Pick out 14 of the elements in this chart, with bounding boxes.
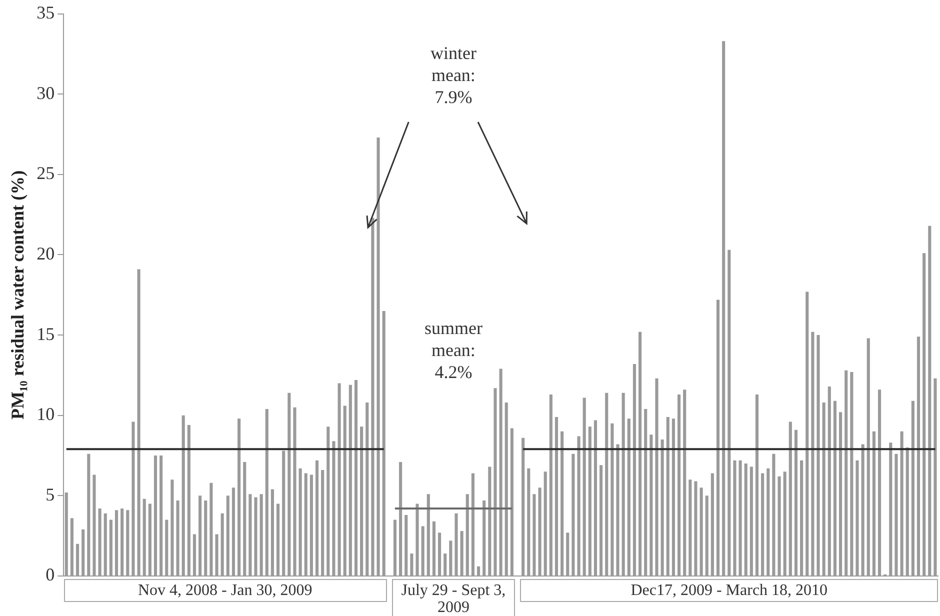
y-tick-label: 5 xyxy=(46,484,55,504)
y-tick-label: 0 xyxy=(46,564,55,585)
y-tick-label: 30 xyxy=(36,82,55,103)
annotation: summer mean: 4.2% xyxy=(423,317,484,384)
text: Dec17, 2009 - March 18, 2010 xyxy=(520,579,938,602)
text: July 29 - Sept 3, 2009 xyxy=(392,579,515,616)
y-tick-label: 20 xyxy=(36,243,55,264)
y-tick-label: 35 xyxy=(36,2,55,23)
text: Nov 4, 2008 - Jan 30, 2009 xyxy=(64,579,387,602)
y-axis-title: PM₁₀ residual water content (%) xyxy=(7,170,28,420)
annotation: winter mean: 7.9% xyxy=(429,42,478,108)
y-tick-label: 10 xyxy=(36,404,55,424)
y-tick-label: 25 xyxy=(36,163,55,184)
y-tick-label: 15 xyxy=(36,324,55,344)
